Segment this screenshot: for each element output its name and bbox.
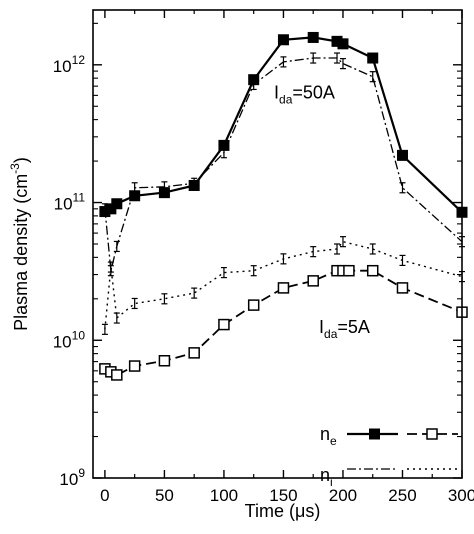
- series-line: [104, 269, 463, 377]
- x-tick-label: 0: [100, 486, 109, 505]
- series-ni-5A: [101, 236, 465, 335]
- legend-label-ni: ni: [320, 465, 333, 489]
- open-square-marker: [158, 355, 171, 367]
- x-tick-label: 50: [155, 486, 174, 505]
- x-tick-label: 100: [210, 486, 238, 505]
- open-square-marker: [218, 318, 230, 331]
- filled-square-marker: [307, 31, 319, 43]
- filled-square-marker: [337, 38, 349, 50]
- filled-square-marker: [129, 190, 141, 202]
- open-square-marker: [128, 360, 141, 372]
- x-tick-label: 300: [448, 486, 474, 505]
- x-axis-label: Time (μs): [245, 501, 321, 521]
- open-square-marker: [188, 347, 200, 359]
- y-tick-label: 1011: [54, 191, 86, 214]
- plot-frame: [92, 9, 463, 479]
- filled-square-marker: [277, 34, 289, 46]
- filled-square-marker: [331, 35, 343, 47]
- filled-square-marker: [111, 198, 123, 210]
- x-tick-label: 250: [388, 486, 416, 505]
- y-tick-label: 1012: [53, 53, 86, 76]
- series-line: [104, 57, 463, 271]
- annotation-label: Ida=50A: [274, 82, 335, 106]
- legend-marker-open: [426, 428, 438, 440]
- filled-square-marker: [105, 203, 117, 215]
- x-tick-label: 150: [269, 486, 297, 505]
- x-tick-label: 200: [329, 486, 357, 505]
- filled-square-marker: [396, 149, 408, 161]
- y-tick-label: 1010: [53, 328, 86, 351]
- series-ni-50A: [101, 52, 465, 277]
- legend-label-ne: ne: [320, 424, 337, 448]
- y-axis-label: Plasma density (cm-3): [8, 157, 31, 331]
- open-square-marker: [343, 264, 355, 277]
- open-square-marker: [247, 299, 260, 311]
- open-square-marker: [111, 369, 123, 381]
- y-tick-label: 109: [59, 466, 85, 489]
- series-line: [104, 240, 463, 330]
- annotation-label: Ida=5A: [319, 317, 370, 341]
- filled-square-marker: [218, 139, 230, 151]
- filled-square-marker: [367, 52, 379, 64]
- filled-square-marker: [158, 187, 170, 199]
- open-square-marker: [307, 275, 319, 287]
- legend-marker-filled: [369, 428, 380, 440]
- open-square-marker: [366, 264, 379, 277]
- open-square-marker: [277, 282, 290, 294]
- open-square-marker: [396, 282, 409, 294]
- series-ne-5A: [99, 264, 468, 381]
